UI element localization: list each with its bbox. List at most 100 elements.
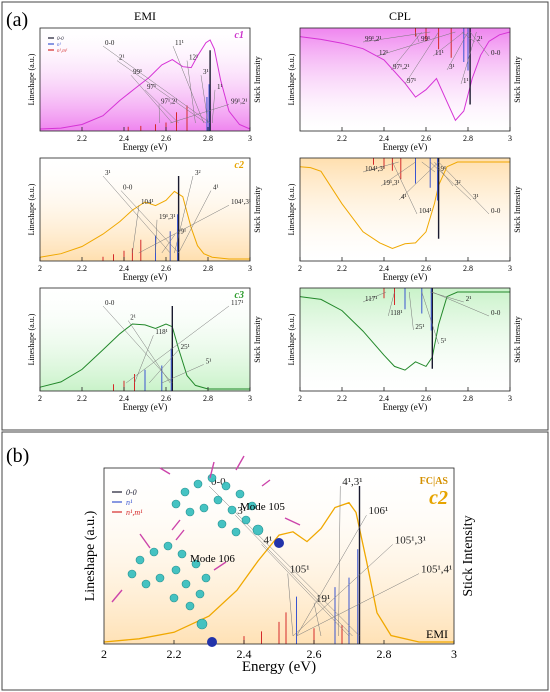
x-tick-label-big-c2-1: 2.2 [167,647,182,661]
axes-frame-cpl-c3 [299,287,511,392]
x-tick-label-emi-c1-0: 2.2 [77,134,87,143]
annotation-leader-cpl-c3-5 [432,291,490,317]
annotation-leader-cpl-c3-3 [421,291,439,345]
panel-b-frame [1,431,549,691]
annotation-label-emi-c1-9: 99¹,2¹ [231,97,247,105]
x-tick-label-emi-c3-1: 2.2 [77,394,87,403]
x-tick-label-cpl-c1-4: 3 [508,134,512,143]
annotation-label-emi-c1-2: 99¹ [133,68,142,76]
annotation-leader-emi-c1-2 [130,75,173,124]
annotation-label-emi-c1-6: 12¹ [189,54,198,62]
annotation-leader-emi-c3-3 [149,349,179,384]
annotation-label-cpl-c3-4: 2¹ [466,295,472,303]
annotation-label-emi-c2-1: 0-0 [123,184,133,192]
annotation-label-emi-c3-4: 5¹ [206,357,212,365]
annotation-label-cpl-c1-8: 2¹ [477,35,483,43]
annotation-leader-big-c2-4 [313,602,322,637]
x-tick-label-cpl-c2-1: 2.2 [337,264,347,273]
legend-label-emi-c1-0: 0-0 [57,37,64,42]
annotation-label-emi-c2-2: 104¹ [141,198,154,206]
x-axis-label-emi-c2: Energy (eV) [123,272,168,282]
mode-106-label: Mode 106 [190,553,235,565]
annotation-leader-cpl-c2-2 [398,161,439,201]
annotation-label-big-c2-5: 4¹,3¹ [342,476,362,488]
x-tick-label-cpl-c2-3: 2.6 [421,264,431,273]
annotation-leader-big-c2-2 [261,544,350,637]
annotation-leader-emi-c2-2 [132,205,140,254]
annotation-leader-cpl-c2-0 [362,161,399,173]
legend-label-emi-c1-2: n¹,m¹ [57,48,68,54]
annotation-label-emi-c2-6: 4¹ [213,184,219,192]
y-axis-label-emi-c1: Lineshape (a.u.) [27,53,36,105]
x-tick-label-big-c2-3: 2.6 [307,647,322,661]
x-tick-label-emi-c1-1: 2.4 [119,134,129,143]
molecule-mode-105-illustration [159,455,301,548]
annotation-leader-big-c2-5 [338,485,341,637]
plot-background-emi-c2 [40,158,250,261]
x-tick-label-big-c2-4: 2.8 [377,647,392,661]
annotation-label-big-c2-3: 105¹ [290,564,310,576]
axes-frame-cpl-c1 [299,27,511,132]
lineshape-curve-emi-c3 [39,323,250,390]
annotation-label-cpl-c3-5: 0-0 [491,309,501,317]
annotation-leader-cpl-c3-2 [408,291,414,331]
annotation-leader-cpl-c3-1 [387,291,395,317]
lineshape-curve-emi-c1 [39,39,251,130]
x-tick-label-cpl-c2-5: 3 [508,264,512,273]
annotation-leader-big-c2-6 [296,515,367,637]
annotation-leader-emi-c3-1 [127,320,171,384]
annotation-leader-emi-c2-5 [174,175,194,254]
axes-frame-emi-c1 [39,27,251,132]
annotation-label-emi-c1-0: 0-0 [105,39,115,47]
x-tick-label-emi-c2-3: 2.6 [161,264,171,273]
y2-axis-label-big-c2: Stick Intensity [461,515,476,596]
x-tick-label-big-c2-2: 2.4 [237,647,252,661]
y2-axis-label-cpl-c3: Stick Intensity [513,316,522,362]
emi-corner-label: EMI [426,627,448,641]
x-tick-label-cpl-c1-3: 2.8 [463,134,473,143]
panel-a-frame [1,1,549,431]
x-tick-label-emi-c3-0: 2 [38,394,42,403]
x-tick-label-cpl-c3-1: 2.2 [337,394,347,403]
annotation-leader-emi-c1-3 [144,89,179,124]
legend-label-big-c2-0: 0-0 [126,488,137,497]
annotation-label-emi-c3-0: 0-0 [105,299,115,307]
annotation-label-emi-c2-7: 104¹,3¹ [231,198,251,206]
x-axis-label-emi-c1: Energy (eV) [123,142,168,152]
x-tick-label-cpl-c1-0: 2.2 [337,134,347,143]
x-tick-label-emi-c3-3: 2.6 [161,394,171,403]
axes-frame-emi-c3 [39,287,251,392]
axes-frame-cpl-c2 [299,157,511,262]
annotation-leader-cpl-c1-2 [390,31,422,71]
y-axis-label-cpl-c2: Lineshape (a.u.) [287,183,296,235]
annotation-leader-emi-c2-6 [178,190,212,254]
x-tick-label-cpl-c3-0: 2 [298,394,302,403]
annotation-label-emi-c1-7: 3¹ [203,68,209,76]
annotation-leader-emi-c1-9 [170,104,230,124]
x-tick-label-emi-c2-0: 2 [38,264,42,273]
conformer-label-emi-c1: c1 [235,30,244,41]
x-tick-label-cpl-c3-4: 2.8 [463,394,473,403]
annotation-label-cpl-c1-6: 3¹ [449,63,455,71]
annotation-label-cpl-c2-2: 4¹ [401,193,407,201]
x-tick-label-cpl-c2-4: 2.8 [463,264,473,273]
annotation-label-cpl-c2-1: 19¹,3¹ [383,179,399,187]
annotation-leader-cpl-c1-7 [460,31,477,85]
plot-background-emi-c1 [40,28,250,131]
x-tick-label-cpl-c1-2: 2.6 [421,134,431,143]
x-tick-label-emi-c1-2: 2.6 [161,134,171,143]
y2-axis-label-cpl-c2: Stick Intensity [513,186,522,232]
x-tick-label-cpl-c3-2: 2.4 [379,394,389,403]
annotation-label-emi-c3-3: 25¹ [181,343,190,351]
annotation-label-cpl-c1-3: 97¹ [407,77,416,85]
conformer-label-emi-c3: c3 [235,290,244,301]
annotation-label-emi-c2-3: 19¹,3¹ [159,213,175,221]
x-axis-label-cpl-c2: Energy (eV) [383,272,428,282]
lineshape-curve-cpl-c1 [299,31,511,122]
x-tick-label-cpl-c2-2: 2.4 [379,264,389,273]
x-tick-label-emi-c2-1: 2.2 [77,264,87,273]
axes-frame-big-c2 [103,467,455,645]
annotation-leader-cpl-c1-4 [415,31,420,43]
annotation-label-cpl-c1-9: 0-0 [491,49,501,57]
annotation-leader-big-c2-7 [292,544,393,637]
